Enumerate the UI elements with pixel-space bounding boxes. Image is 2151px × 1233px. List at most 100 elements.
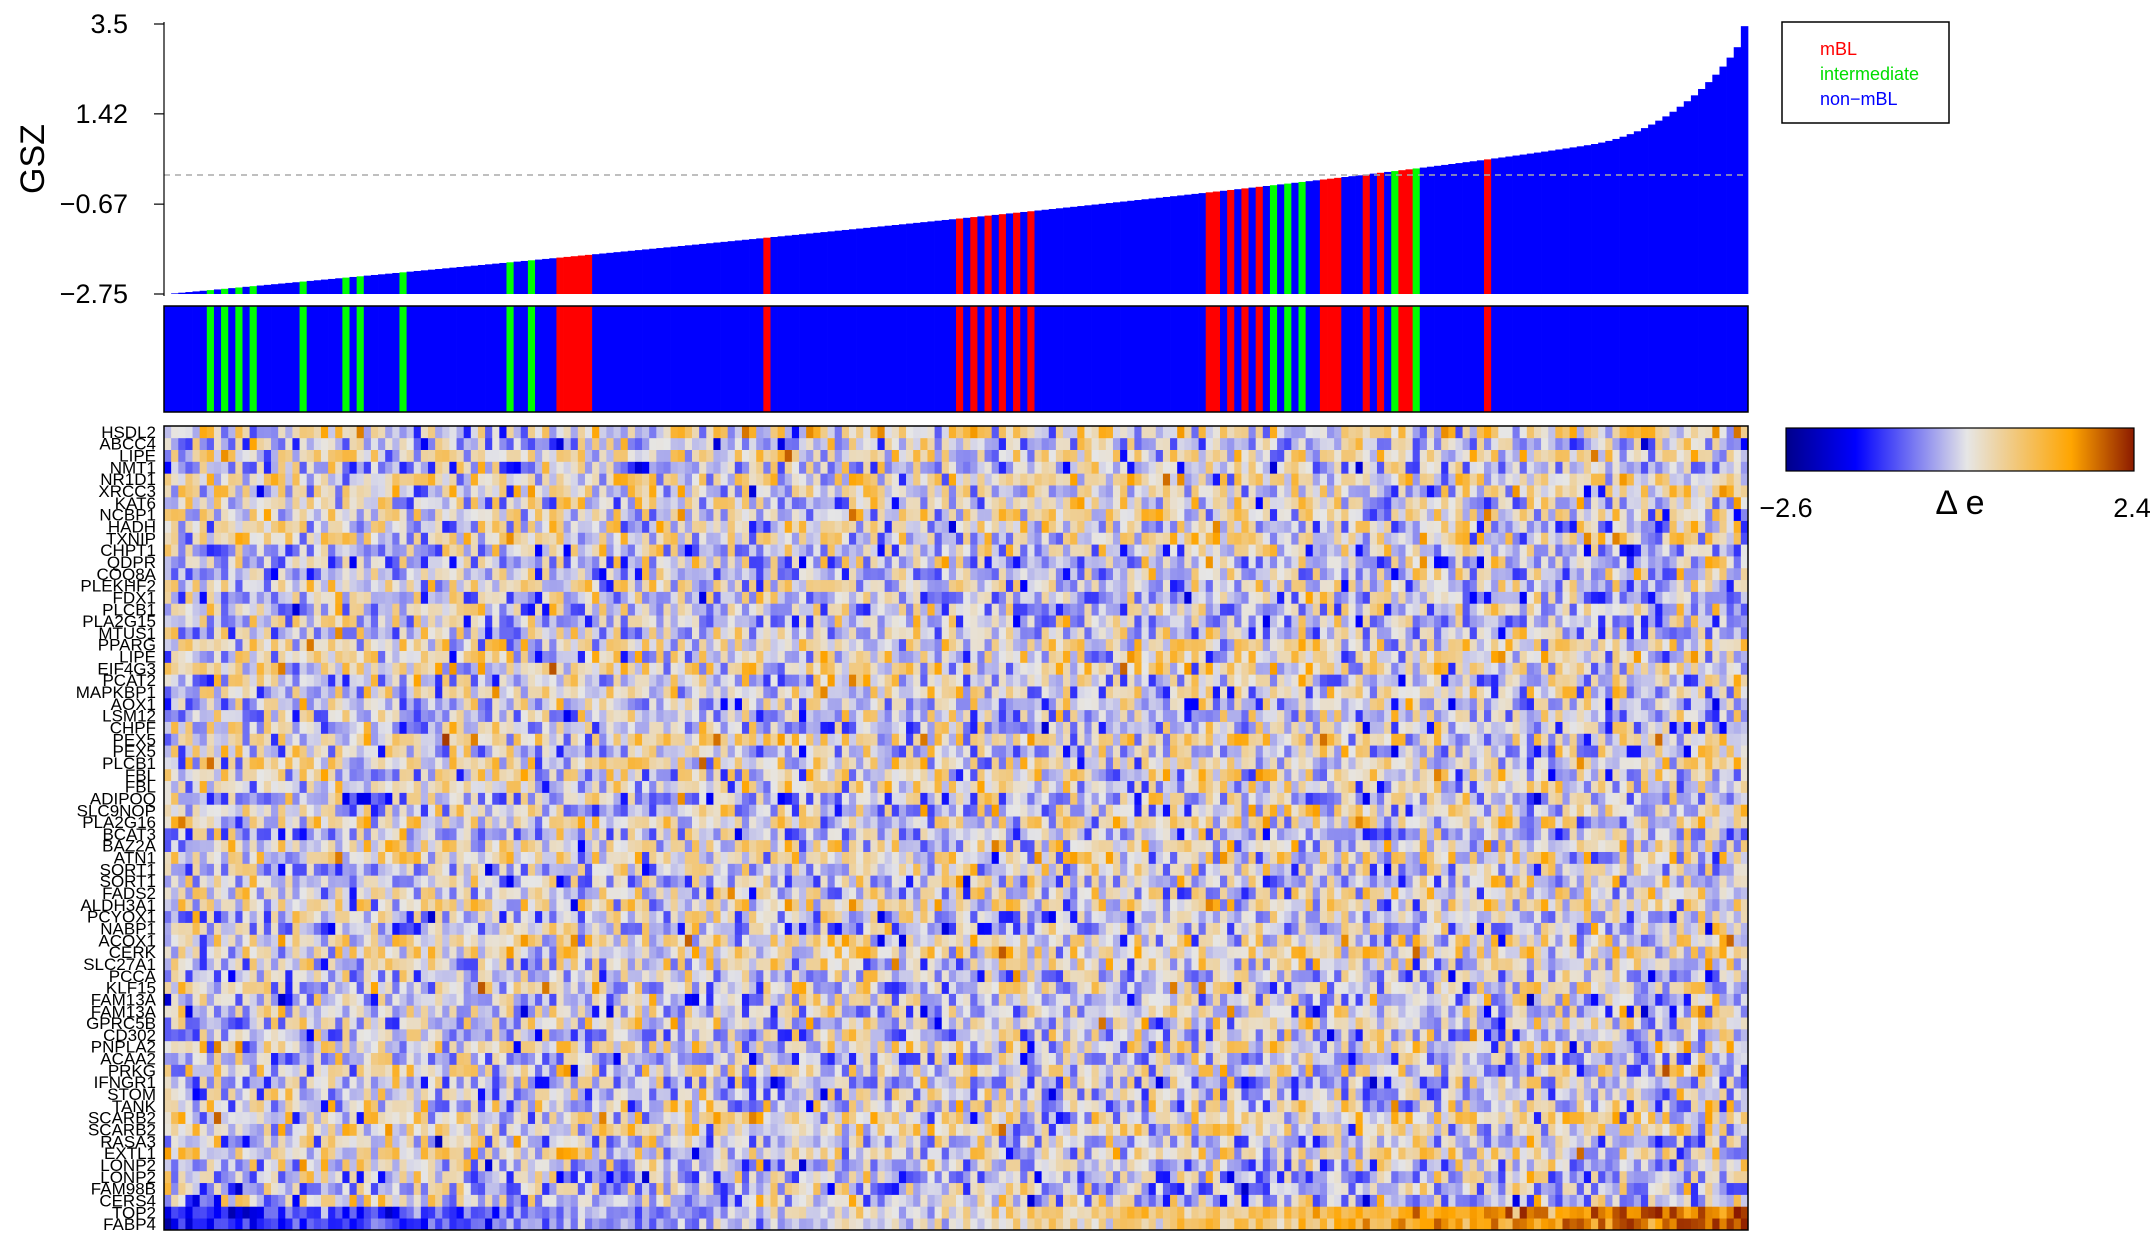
heatmap-cell [813,1206,821,1219]
heatmap-cell [1690,1099,1699,1113]
heatmap-cell [1512,1064,1521,1077]
heatmap-cell [399,1029,407,1042]
heatmap-cell [1013,993,1021,1006]
heatmap-cell [884,1029,893,1042]
heatmap-cell [328,1052,336,1065]
heatmap-cell [1155,1052,1164,1065]
heatmap-cell [271,981,279,994]
heatmap-cell [1162,1088,1171,1101]
heatmap-cell [898,1206,907,1219]
class-strip-cell [799,306,807,412]
heatmap-cell [406,1194,415,1207]
heatmap-cell [898,1052,907,1065]
heatmap-cell [392,1182,400,1195]
heatmap-cell [706,1029,714,1042]
gsz-bar [428,269,436,294]
heatmap-cell [1698,1218,1706,1231]
heatmap-cell [1334,1017,1342,1030]
heatmap-cell [1212,1135,1221,1148]
heatmap-cell [1134,1111,1142,1124]
heatmap-cell [399,1206,407,1219]
heatmap-cell [1484,1099,1492,1113]
heatmap-cell [499,1170,507,1184]
heatmap-cell [1548,1029,1556,1042]
heatmap-cell [435,1076,443,1089]
heatmap-cell [806,1147,814,1160]
heatmap-cell [570,1147,579,1160]
heatmap-cell [791,1099,800,1113]
heatmap-cell [834,1159,843,1172]
heatmap-cell [1512,1076,1521,1089]
heatmap-cell [1376,1017,1385,1030]
heatmap-cell [699,1017,707,1030]
heatmap-cell [1248,1017,1257,1030]
heatmap-cell [634,1052,643,1065]
heatmap-cell [1091,1123,1100,1136]
heatmap-cell [470,1135,479,1148]
heatmap-cell [599,1064,607,1077]
heatmap-cell [420,1029,429,1042]
heatmap-cell [1220,1147,1228,1160]
heatmap-cell [1598,1194,1606,1207]
heatmap-cell [413,1147,422,1160]
heatmap-cell [634,1147,643,1160]
heatmap-cell [934,1182,943,1195]
heatmap-cell [1619,1029,1628,1042]
heatmap-cell [1262,1111,1271,1124]
class-strip-cell [1476,306,1485,412]
heatmap-cell [670,1218,679,1231]
heatmap-cell [206,1111,215,1124]
heatmap-cell [213,1040,222,1053]
heatmap-cell [1112,1170,1121,1184]
heatmap-cell [877,1005,885,1018]
heatmap-cell [399,1147,407,1160]
heatmap-cell [706,1005,714,1018]
heatmap-cell [1362,1182,1371,1195]
heatmap-cell [1705,1005,1713,1018]
heatmap-cell [499,1017,507,1030]
gsz-bar [563,256,572,294]
heatmap-cell [1170,1005,1178,1018]
heatmap-cell [649,1017,657,1030]
heatmap-cell [799,1206,807,1219]
heatmap-cell [549,1147,557,1160]
heatmap-cell [1212,1159,1221,1172]
heatmap-cell [1120,1123,1128,1136]
heatmap-cell [1726,1147,1735,1160]
heatmap-cell [1676,1182,1685,1195]
heatmap-cell [463,1218,472,1231]
heatmap-cell [1583,1029,1592,1042]
heatmap-cell [991,1088,1000,1101]
heatmap-cell [1127,1005,1135,1018]
heatmap-cell [1391,1123,1399,1136]
heatmap-cell [271,1123,279,1136]
heatmap-cell [463,1170,472,1184]
heatmap-cell [770,1147,778,1160]
heatmap-cell [1576,1111,1585,1124]
heatmap-cell [906,1135,914,1148]
heatmap-cell [1070,1135,1078,1148]
class-strip-cell [1690,306,1699,412]
heatmap-cell [1441,1135,1449,1148]
gsz-bar [1041,209,1050,294]
heatmap-cell [335,981,343,994]
heatmap-cell [906,1182,914,1195]
heatmap-cell [1341,1135,1349,1148]
heatmap-cell [1712,1064,1720,1077]
heatmap-cell [1419,1111,1428,1124]
heatmap-cell [1434,993,1442,1006]
gsz-bar [1269,185,1278,294]
heatmap-cell [542,1218,550,1231]
heatmap-cell [1598,1111,1606,1124]
heatmap-cell [1705,1111,1713,1124]
heatmap-cell [1533,1088,1542,1101]
heatmap-cell [1063,1218,1071,1231]
heatmap-cell [1277,1123,1285,1136]
heatmap-cell [1391,1040,1399,1053]
class-strip-cell [684,306,693,412]
heatmap-cell [620,1135,629,1148]
heatmap-cell [777,1194,786,1207]
heatmap-cell [898,1040,907,1053]
heatmap-cell [199,1194,208,1207]
heatmap-cell [913,1029,921,1042]
